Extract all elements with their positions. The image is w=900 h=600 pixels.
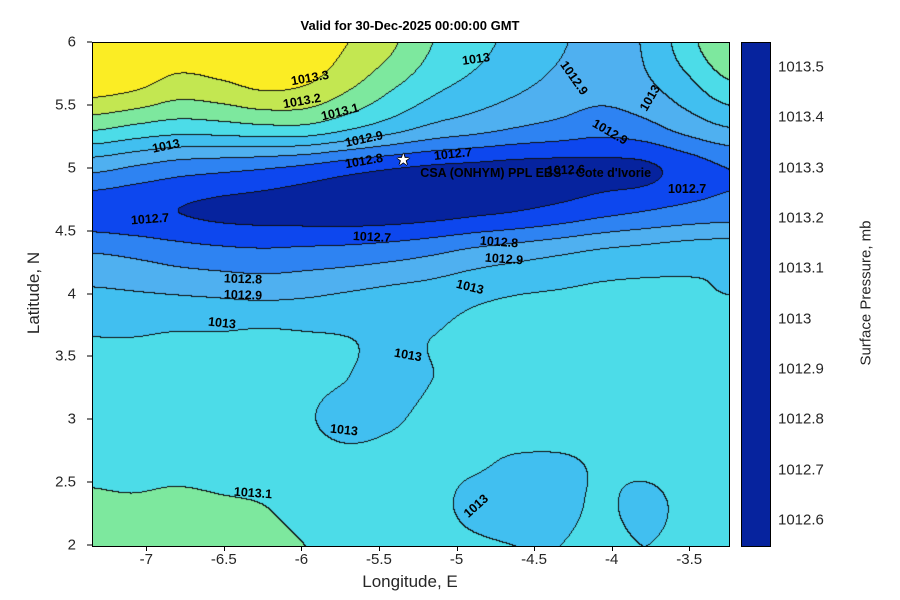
- colorbar-tick-label: 1013: [778, 310, 812, 328]
- x-tick-mark: [456, 546, 458, 551]
- contour-label: 1013: [207, 315, 237, 332]
- colorbar-tick-labels: 1013.5 1013.4 1013.3 1013.2 1013.1 1013 1012.9…: [778, 42, 848, 545]
- y-tick-label: 3.5: [55, 347, 76, 365]
- y-tick-mark: [87, 418, 92, 420]
- contour-label: 1013: [636, 82, 663, 114]
- contour-label: 1012.7: [352, 228, 392, 245]
- x-axis-tick-marks: [92, 546, 728, 552]
- y-axis-tick-marks: [86, 41, 92, 546]
- contour-label: 1012.7: [433, 144, 473, 163]
- contour-label: 1012.9: [224, 286, 263, 303]
- y-tick-mark: [87, 355, 92, 357]
- contour-label: 1013: [461, 50, 491, 69]
- contour-label: 1012.8: [479, 233, 519, 250]
- plot-title: Valid for 30-Dec-2025 00:00:00 GMT: [300, 18, 520, 33]
- station-star-marker: ★: [396, 152, 411, 170]
- contour-label: 1013.2: [282, 90, 323, 112]
- x-tick-label: -4.5: [521, 551, 548, 568]
- x-axis-tick-labels: -7 -6.5 -6 -5.5 -5 -4.5 -4 -3.5: [92, 551, 728, 571]
- station-annotation: CSA (ONHYM) PPL EBS - Cote d'Ivorie: [420, 165, 652, 180]
- colorbar-label: Surface Pressure, mb: [857, 220, 875, 366]
- contour-label: 1013: [454, 276, 486, 298]
- y-tick-label: 2.5: [55, 473, 76, 491]
- y-tick-mark: [87, 293, 92, 294]
- contour-label: 1013: [392, 345, 423, 365]
- contour-label: 1013.3: [290, 67, 331, 89]
- contour-label: 1012.8: [344, 150, 385, 172]
- y-tick-label: 4: [67, 285, 76, 302]
- contour-label: 1012.9: [589, 116, 630, 148]
- y-tick-mark: [87, 104, 92, 106]
- contour-label: 1012.7: [130, 210, 170, 228]
- contour-canvas: [93, 43, 729, 546]
- contour-label: 1013: [150, 136, 181, 156]
- y-tick-label: 6: [67, 33, 76, 51]
- y-tick-label: 5.5: [55, 96, 76, 114]
- y-tick-label: 5: [67, 159, 76, 177]
- x-tick-mark: [378, 546, 380, 551]
- x-tick-label: -4: [604, 551, 619, 568]
- plot-overlay: ★ CSA (ONHYM) PPL EBS - Cote d'Ivorie 10…: [93, 43, 729, 546]
- y-tick-mark: [87, 481, 92, 483]
- y-tick-label: 4.5: [55, 222, 76, 240]
- x-axis-label: Longitude, E: [362, 572, 458, 591]
- colorbar-tick-label: 1012.9: [778, 360, 824, 378]
- x-tick-label: -5.5: [366, 551, 392, 568]
- contour-label: 1012.7: [667, 181, 707, 196]
- x-tick-mark: [534, 546, 536, 551]
- x-tick-label: -7: [139, 551, 153, 568]
- x-tick-label: -3.5: [676, 551, 703, 568]
- colorbar-tick-label: 1013.1: [778, 259, 824, 277]
- colorbar-tick-label: 1012.7: [778, 461, 824, 479]
- contour-label: 1012.9: [344, 127, 385, 150]
- y-tick-mark: [87, 167, 92, 169]
- colorbar-tick-label: 1013.4: [778, 108, 824, 126]
- x-tick-mark: [301, 546, 303, 551]
- colorbar-tick-label: 1012.6: [778, 511, 824, 529]
- plot-area: ★ CSA (ONHYM) PPL EBS - Cote d'Ivorie 10…: [92, 42, 730, 547]
- contour-label: 1012.6: [546, 162, 586, 178]
- x-tick-mark: [223, 546, 225, 551]
- y-tick-mark: [87, 41, 92, 43]
- contour-label: 1012.9: [557, 58, 591, 98]
- x-tick-mark: [146, 546, 148, 551]
- contour-label: 1012.8: [224, 271, 263, 288]
- colorbar-tick-label: 1013.3: [778, 159, 824, 177]
- x-tick-label: -6.5: [210, 551, 237, 568]
- y-tick-label: 3: [67, 410, 76, 428]
- x-tick-label: -6: [294, 551, 309, 568]
- colorbar-tick-label: 1013.5: [778, 58, 824, 76]
- contour-label: 1013.1: [233, 484, 273, 502]
- x-tick-mark: [611, 546, 613, 551]
- colorbar: [741, 42, 771, 547]
- contour-label: 1013: [329, 421, 359, 439]
- y-axis-tick-labels: 6 5.5 5 4.5 4 3.5 3 2.5 2: [0, 34, 86, 554]
- colorbar-tick-label: 1012.8: [778, 410, 824, 428]
- contour-label: 1013: [461, 491, 492, 521]
- y-tick-label: 2: [67, 536, 76, 554]
- y-tick-mark: [87, 230, 92, 232]
- contour-label: 1013.1: [319, 100, 360, 124]
- x-tick-mark: [689, 546, 691, 551]
- colorbar-tick-label: 1013.2: [778, 209, 824, 227]
- contour-label: 1012.9: [484, 250, 524, 268]
- x-tick-label: -5: [449, 551, 464, 568]
- y-tick-mark: [87, 544, 92, 546]
